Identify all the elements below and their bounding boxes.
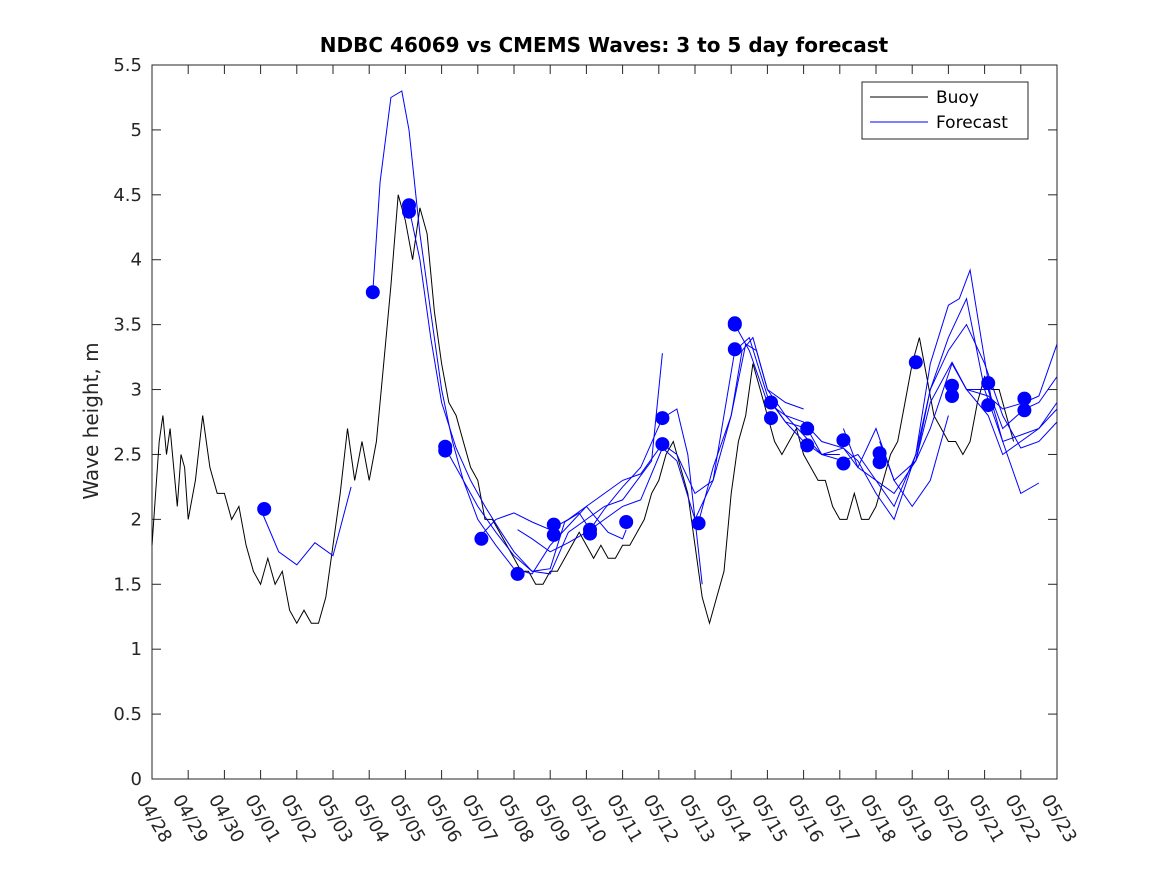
forecast-start-marker bbox=[546, 527, 561, 542]
forecast-start-marker bbox=[981, 398, 996, 413]
forecast-start-marker bbox=[510, 566, 525, 581]
legend: Buoy Forecast bbox=[861, 81, 1029, 140]
y-tick-label: 2 bbox=[131, 509, 142, 530]
forecast-start-marker bbox=[1017, 403, 1032, 418]
forecast-start-marker bbox=[691, 516, 706, 531]
y-tick-label: 3 bbox=[131, 380, 142, 401]
forecast-series-line bbox=[408, 207, 663, 575]
forecast-start-marker bbox=[764, 411, 778, 426]
y-tick-label: 3.5 bbox=[113, 315, 142, 336]
y-tick-label: 5 bbox=[131, 120, 142, 141]
forecast-start-marker bbox=[402, 204, 416, 219]
forecast-start-marker bbox=[872, 455, 887, 470]
forecast-start-marker bbox=[836, 456, 851, 471]
forecast-start-marker bbox=[619, 515, 634, 529]
y-tick-label: 4.5 bbox=[113, 185, 142, 206]
legend-label-buoy: Buoy bbox=[936, 88, 979, 108]
forecast-start-marker bbox=[727, 317, 742, 332]
chart-title: NDBC 46069 vs CMEMS Waves: 3 to 5 day fo… bbox=[320, 33, 889, 57]
forecast-start-marker bbox=[365, 285, 380, 300]
forecast-start-marker bbox=[655, 437, 670, 452]
forecast-start-marker bbox=[981, 376, 996, 391]
forecast-series-line bbox=[372, 90, 627, 575]
forecast-start-marker bbox=[800, 438, 815, 453]
y-tick-label: 2.5 bbox=[113, 444, 142, 465]
y-axis: 0 0.5 1 1.5 2 2.5 3 3.5 4 4.5 5 5.5 bbox=[113, 55, 1057, 790]
forecast-series-line bbox=[734, 268, 993, 521]
forecast-start-marker bbox=[474, 531, 489, 546]
legend-label-forecast: Forecast bbox=[936, 113, 1008, 133]
forecast-start-marker bbox=[655, 411, 670, 426]
y-tick-label: 0 bbox=[131, 769, 142, 790]
forecast-start-marker bbox=[764, 395, 778, 410]
forecast-start-marker bbox=[583, 526, 597, 541]
legend-box bbox=[861, 81, 1029, 140]
y-tick-label: 1 bbox=[131, 639, 142, 660]
forecast-series-line bbox=[481, 336, 804, 536]
y-tick-label: 4 bbox=[131, 250, 142, 271]
forecast-series-line bbox=[951, 343, 1058, 410]
forecast-start-marker bbox=[800, 421, 815, 436]
forecast-start-marker bbox=[438, 443, 453, 458]
forecast-start-marker bbox=[1017, 391, 1032, 406]
forecast-series-line bbox=[444, 408, 703, 585]
buoy-series-line bbox=[151, 194, 1015, 626]
y-axis-label: Wave height, m bbox=[79, 342, 103, 499]
forecast-start-marker bbox=[908, 355, 923, 370]
y-tick-label: 0.5 bbox=[113, 704, 142, 725]
forecast-series-line bbox=[260, 486, 352, 566]
y-tick-label: 1.5 bbox=[113, 574, 142, 595]
forecast-start-marker bbox=[257, 502, 272, 516]
forecast-series-line bbox=[842, 323, 1058, 508]
forecast-start-marker bbox=[836, 433, 851, 448]
forecast-start-marker bbox=[727, 342, 742, 357]
plot-area bbox=[151, 90, 1058, 626]
forecast-start-marker bbox=[945, 389, 959, 403]
y-tick-label: 5.5 bbox=[113, 55, 142, 76]
